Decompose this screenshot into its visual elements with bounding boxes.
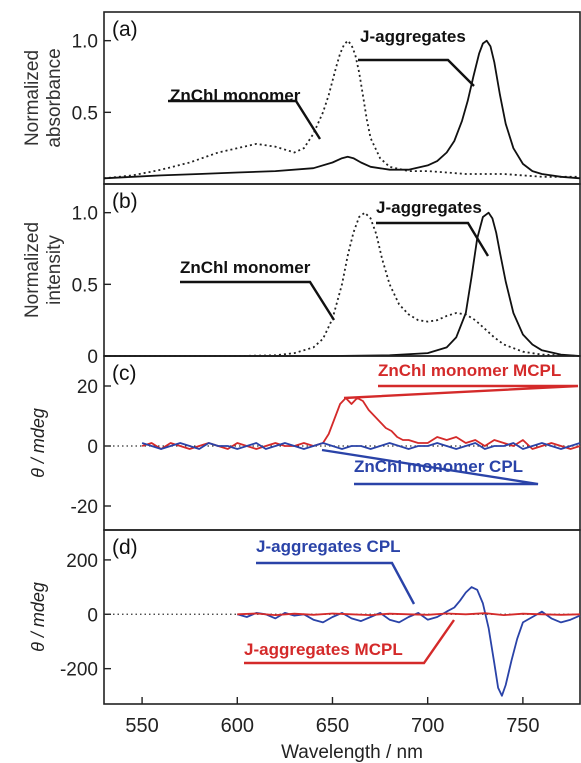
y-axis-label: Normalized bbox=[22, 50, 43, 146]
y-tick-label: 0.5 bbox=[72, 275, 98, 296]
annotation-leader bbox=[358, 58, 475, 87]
annotation-leader bbox=[168, 99, 322, 140]
y-tick-label: 1.0 bbox=[72, 32, 98, 53]
annotation-leader bbox=[376, 221, 490, 257]
y-tick-label: 20 bbox=[77, 377, 98, 398]
y-tick-label: -20 bbox=[71, 497, 98, 518]
annotation-label: ZnChl monomer MCPL bbox=[378, 361, 561, 380]
x-tick-label: 750 bbox=[506, 715, 539, 737]
y-tick-label: 0 bbox=[87, 347, 98, 368]
y-axis-label: Normalized bbox=[22, 222, 43, 318]
annotation-label: J-aggregates bbox=[360, 27, 466, 46]
annotation-label: ZnChl monomer bbox=[180, 258, 311, 277]
series-znchl-monomer bbox=[103, 39, 580, 180]
series-znchl-monomer bbox=[104, 211, 581, 357]
annotation-leader bbox=[256, 561, 416, 605]
x-tick-label: 550 bbox=[125, 715, 158, 737]
panel-frame bbox=[103, 355, 581, 531]
panel-4: (d) -200 0 200 θ / mdeg 550 600 650 700 750 Wavele… bbox=[28, 529, 581, 763]
series-znchl-monomer-mcpl bbox=[141, 397, 581, 450]
y-axis-label: θ / mdeg bbox=[28, 582, 48, 652]
annotation-leader bbox=[180, 280, 336, 321]
panel-2: (b) 0 0.5 1.0 Normalized intensity ZnChl monom… bbox=[22, 183, 581, 368]
annotation-leader bbox=[244, 619, 455, 665]
annotation-label: J-aggregates bbox=[376, 198, 482, 217]
annotation-leader bbox=[343, 384, 579, 400]
y-tick-label: 0 bbox=[87, 437, 98, 458]
panel-frame bbox=[103, 183, 581, 357]
series-j-aggregates bbox=[103, 39, 581, 180]
y-axis-label: intensity bbox=[44, 235, 65, 305]
annotation-label: J-aggregates CPL bbox=[256, 537, 401, 556]
y-axis-label: absorbance bbox=[44, 48, 65, 147]
series-znchl-monomer-cpl bbox=[141, 442, 581, 450]
y-axis-label: θ / mdeg bbox=[28, 408, 48, 478]
x-axis-label: Wavelength / nm bbox=[281, 742, 423, 763]
annotation-label: J-aggregates MCPL bbox=[244, 640, 403, 659]
y-tick-label: -200 bbox=[60, 660, 98, 681]
x-tick-label: 650 bbox=[316, 715, 349, 737]
annotation-leader bbox=[321, 448, 539, 486]
panel-frame bbox=[103, 529, 581, 705]
x-tick-label: 700 bbox=[411, 715, 444, 737]
series-j-aggregates-mcpl bbox=[237, 612, 581, 616]
y-tick-label: 0.5 bbox=[72, 103, 98, 124]
series-j-aggregates bbox=[104, 211, 581, 357]
panel-label: (b) bbox=[112, 190, 138, 213]
panel-label: (a) bbox=[112, 18, 138, 41]
x-tick-label: 600 bbox=[221, 715, 254, 737]
y-tick-label: 0 bbox=[87, 605, 98, 626]
panel-label: (c) bbox=[112, 362, 137, 385]
y-tick-label: 1.0 bbox=[72, 204, 98, 225]
y-tick-label: 200 bbox=[66, 551, 98, 572]
panel-label: (d) bbox=[112, 536, 138, 559]
